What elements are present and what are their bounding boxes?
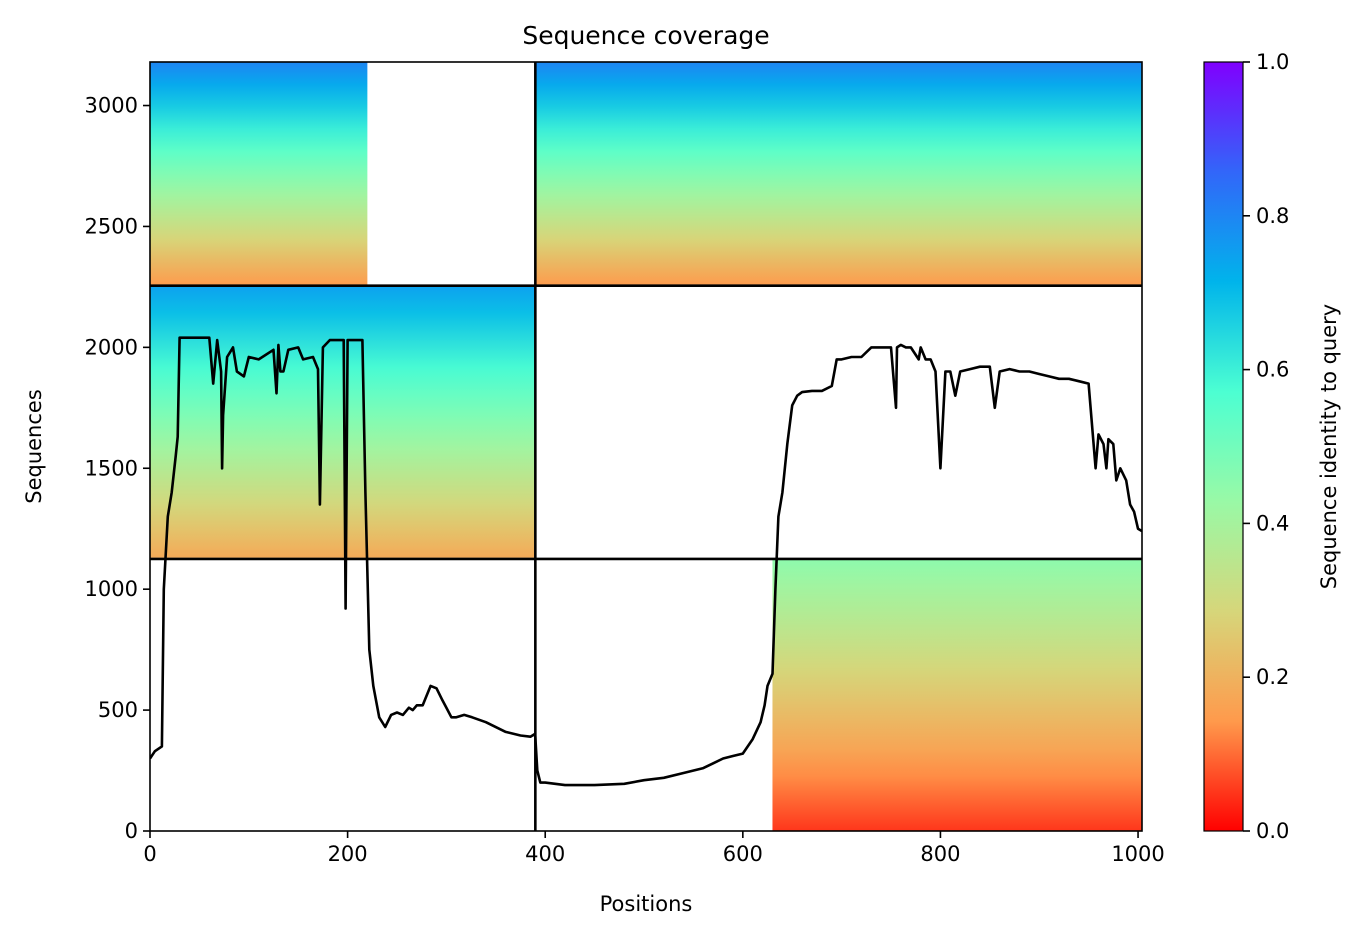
x-tick-label: 200 [328,842,368,866]
colorbar-tick-label: 1.0 [1256,50,1289,74]
x-tick-label: 0 [143,842,156,866]
x-axis: 0 200 400 600 800 1000 [143,831,1165,866]
x-tick-label: 800 [920,842,960,866]
chart-title: Sequence coverage [522,21,769,50]
coverage-line-path [150,336,1142,787]
y-tick-label: 500 [98,698,138,722]
coverage-heatmap [150,62,1142,831]
y-tick-label: 3000 [85,94,138,118]
plot-area [149,61,1143,832]
coverage-block [772,558,1142,831]
colorbar-gradient [1203,61,1244,832]
y-tick-label: 2500 [85,214,138,238]
colorbar-label: Sequence identity to query [1317,304,1341,589]
x-tick-label: 600 [723,842,763,866]
colorbar-tick-label: 0.8 [1256,204,1289,228]
x-axis-label: Positions [600,892,693,916]
y-tick-label: 0 [125,819,138,843]
colorbar-ticks: 0.0 0.2 0.4 0.6 0.8 1.0 [1243,50,1289,843]
x-tick-label: 1000 [1111,842,1164,866]
plot-frame [149,61,1143,832]
colorbar-tick-label: 0.0 [1256,819,1289,843]
coverage-block [150,285,536,558]
coverage-block [535,62,1142,285]
colorbar: 0.0 0.2 0.4 0.6 0.8 1.0 Sequence identity to … [1203,50,1341,843]
colorbar-tick-label: 0.4 [1256,511,1289,535]
y-tick-label: 1000 [85,577,138,601]
coverage-block [150,62,368,285]
y-tick-label: 1500 [85,456,138,480]
coverage-line [150,336,1142,787]
colorbar-tick-label: 0.6 [1256,358,1289,382]
colorbar-tick-label: 0.2 [1256,665,1289,689]
y-axis-label: Sequences [22,389,46,504]
y-tick-label: 2000 [85,335,138,359]
x-tick-label: 400 [525,842,565,866]
y-axis: 0 500 1000 1500 2000 2500 3000 [85,94,150,843]
chain-boundaries [150,62,1142,831]
